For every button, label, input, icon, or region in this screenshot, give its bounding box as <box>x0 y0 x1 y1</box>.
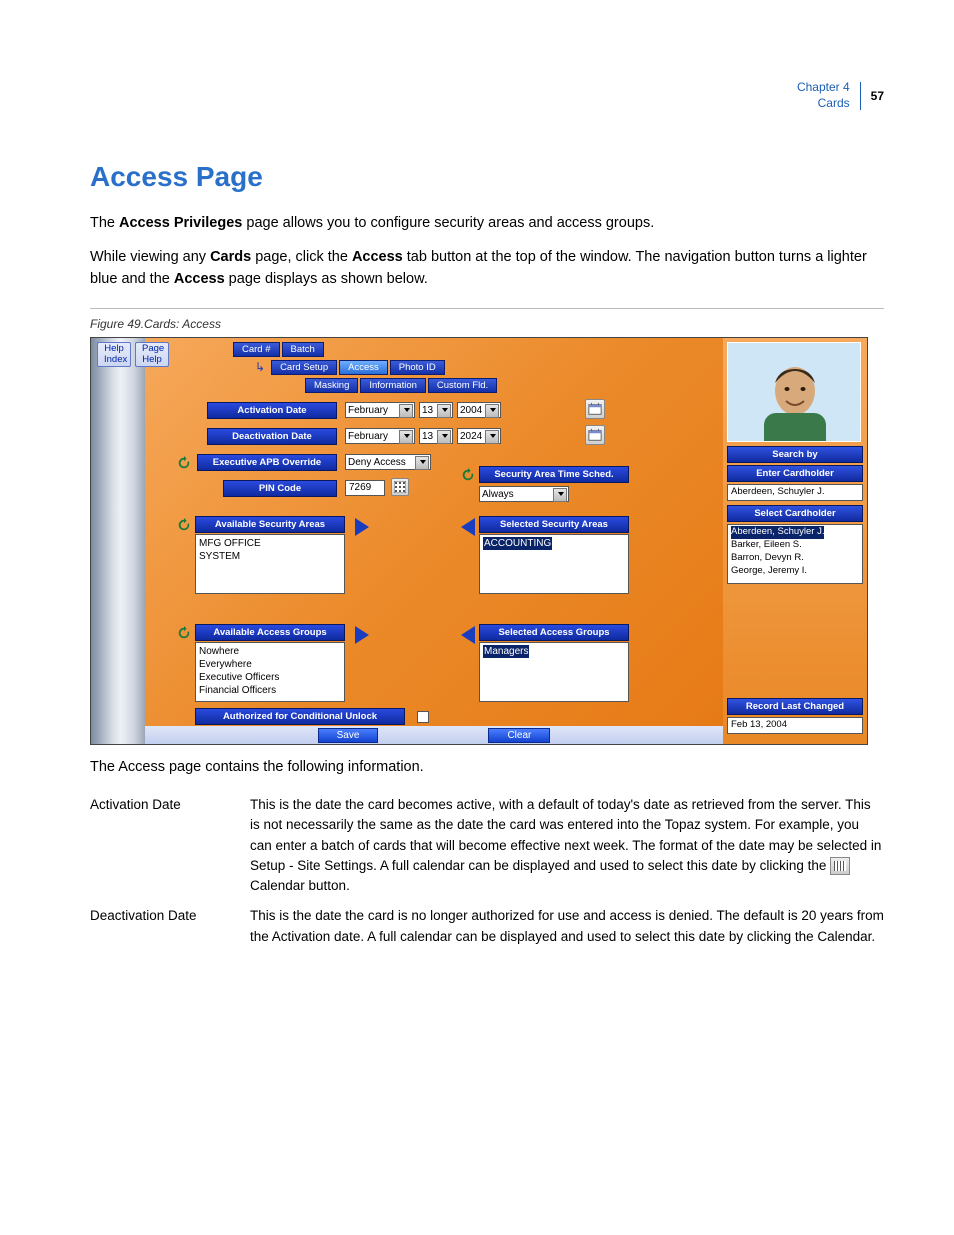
pin-code-input[interactable]: 7269 <box>345 480 385 496</box>
cardholder-photo <box>727 342 861 442</box>
enter-cardholder-header: Enter Cardholder <box>727 465 863 482</box>
pin-keypad-button[interactable] <box>391 478 409 496</box>
tab-photo-id[interactable]: Photo ID <box>390 360 445 375</box>
intro-para-1: The Access Privileges page allows you to… <box>90 213 884 235</box>
refresh-icon[interactable] <box>177 456 191 470</box>
deactivation-year-select[interactable]: 2024 <box>457 428 501 444</box>
auth-unlock-label: Authorized for Conditional Unlock <box>195 708 405 725</box>
chapter-sub: Cards <box>797 96 850 112</box>
tab-masking[interactable]: Masking <box>305 378 358 393</box>
right-panel: Search by Enter Cardholder Aberdeen, Sch… <box>723 338 867 744</box>
select-cardholder-list[interactable]: Aberdeen, Schuyler J. Barker, Eileen S. … <box>727 524 863 584</box>
record-last-changed-header: Record Last Changed <box>727 698 863 715</box>
sub-arrow-icon: ↳ <box>255 360 265 375</box>
tab-batch[interactable]: Batch <box>282 342 324 357</box>
deactivation-month-select[interactable]: February <box>345 428 415 444</box>
add-sec-area-arrow[interactable] <box>355 518 369 536</box>
post-figure-text: The Access page contains the following i… <box>90 757 884 779</box>
definitions: Activation Date This is the date the car… <box>90 795 884 947</box>
def-term-activation: Activation Date <box>90 795 250 896</box>
deactivation-calendar-button[interactable] <box>585 425 605 445</box>
def-text-activation: This is the date the card becomes active… <box>250 795 884 896</box>
page-title: Access Page <box>90 161 884 193</box>
intro-para-2: While viewing any Cards page, click the … <box>90 247 884 291</box>
chapter-label: Chapter 4 <box>797 80 850 96</box>
action-strip: Save Clear <box>145 726 723 744</box>
tab-access[interactable]: Access <box>339 360 388 375</box>
activation-date-label: Activation Date <box>207 402 337 419</box>
record-last-changed-value: Feb 13, 2004 <box>727 717 863 734</box>
remove-grp-arrow[interactable] <box>461 626 475 644</box>
deactivation-day-select[interactable]: 13 <box>419 428 453 444</box>
avail-sec-list[interactable]: MFG OFFICE SYSTEM <box>195 534 345 594</box>
metal-side <box>91 338 145 744</box>
activation-calendar-button[interactable] <box>585 399 605 419</box>
refresh-icon[interactable] <box>177 518 191 532</box>
page-help-button[interactable]: Page Help <box>135 342 169 367</box>
screenshot: Help Index Page Help Card # Batch ↳ Card… <box>90 337 868 745</box>
refresh-icon[interactable] <box>461 468 475 482</box>
deactivation-date-label: Deactivation Date <box>207 428 337 445</box>
activation-month-select[interactable]: February <box>345 402 415 418</box>
tab-information[interactable]: Information <box>360 378 426 393</box>
avail-sec-label: Available Security Areas <box>195 516 345 533</box>
auth-unlock-checkbox[interactable] <box>417 711 429 723</box>
select-cardholder-header: Select Cardholder <box>727 505 863 522</box>
separator <box>90 308 884 309</box>
remove-sec-area-arrow[interactable] <box>461 518 475 536</box>
add-grp-arrow[interactable] <box>355 626 369 644</box>
def-term-deactivation: Deactivation Date <box>90 906 250 947</box>
pin-code-label: PIN Code <box>223 480 337 497</box>
enter-cardholder-input[interactable]: Aberdeen, Schuyler J. <box>727 484 863 501</box>
clear-button[interactable]: Clear <box>488 728 550 743</box>
avail-grp-label: Available Access Groups <box>195 624 345 641</box>
page-header: Chapter 4 Cards 57 <box>90 80 884 111</box>
main-panel: Help Index Page Help Card # Batch ↳ Card… <box>145 338 723 744</box>
sel-sec-label: Selected Security Areas <box>479 516 629 533</box>
sel-sec-list[interactable]: ACCOUNTING <box>479 534 629 594</box>
tab-card-setup[interactable]: Card Setup <box>271 360 337 375</box>
figure-caption: Figure 49.Cards: Access <box>90 317 884 331</box>
sec-time-select[interactable]: Always <box>479 486 569 502</box>
tab-card-number[interactable]: Card # <box>233 342 280 357</box>
sel-grp-label: Selected Access Groups <box>479 624 629 641</box>
def-text-deactivation: This is the date the card is no longer a… <box>250 906 884 947</box>
page-number: 57 <box>871 89 884 103</box>
activation-year-select[interactable]: 2004 <box>457 402 501 418</box>
calendar-icon <box>830 857 850 875</box>
help-index-button[interactable]: Help Index <box>97 342 131 367</box>
sec-time-label: Security Area Time Sched. <box>479 466 629 483</box>
header-divider <box>860 82 861 110</box>
avail-grp-list[interactable]: Nowhere Everywhere Executive Officers Fi… <box>195 642 345 702</box>
tab-custom-fld[interactable]: Custom Fld. <box>428 378 497 393</box>
save-button[interactable]: Save <box>318 728 379 743</box>
sel-grp-list[interactable]: Managers <box>479 642 629 702</box>
search-by-header[interactable]: Search by <box>727 446 863 463</box>
activation-day-select[interactable]: 13 <box>419 402 453 418</box>
exec-apb-label: Executive APB Override <box>197 454 337 471</box>
exec-apb-select[interactable]: Deny Access <box>345 454 431 470</box>
refresh-icon[interactable] <box>177 626 191 640</box>
